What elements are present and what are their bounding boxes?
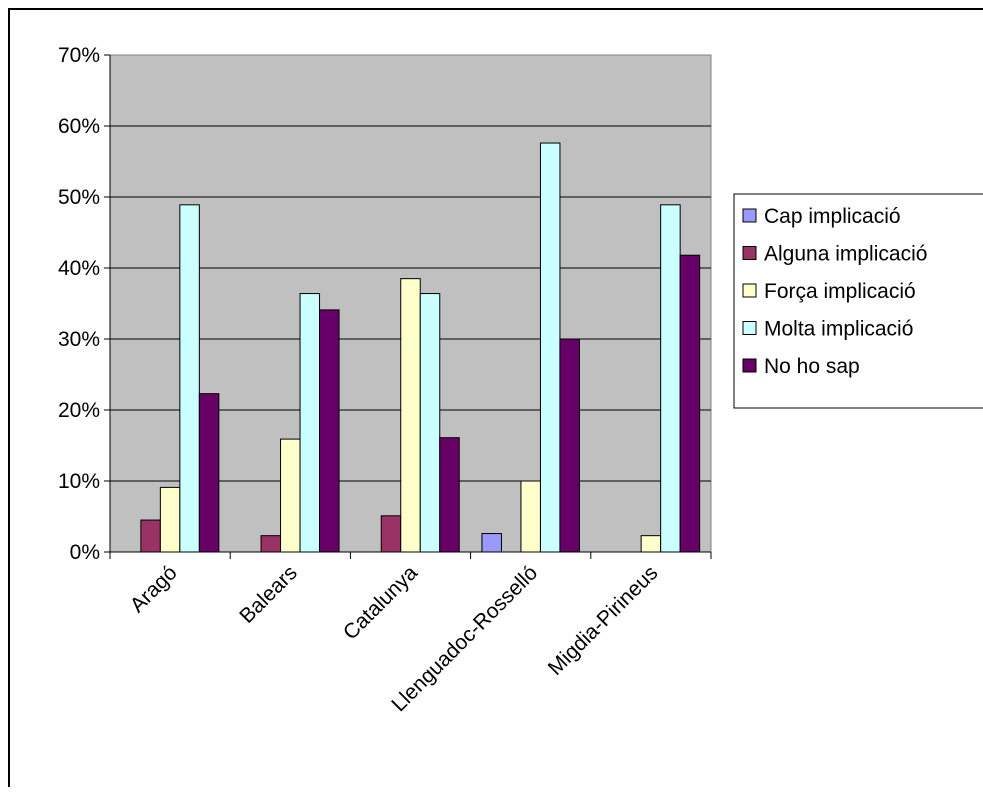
- bar: [559, 338, 580, 553]
- legend-swatch: [742, 208, 757, 223]
- bar: [280, 438, 301, 553]
- bar: [520, 480, 541, 553]
- bar: [539, 142, 561, 553]
- bar: [380, 515, 402, 553]
- y-tick-label: 40%: [58, 257, 100, 280]
- bar: [400, 278, 421, 553]
- x-tick-label: Catalunya: [339, 561, 422, 644]
- bar: [640, 535, 662, 553]
- x-tick-label: Balears: [235, 561, 302, 628]
- bar: [660, 204, 681, 553]
- legend-swatch: [742, 246, 757, 260]
- legend: Cap implicació Alguna implicació Força imp…: [733, 193, 983, 409]
- chart-border: [8, 8, 983, 787]
- y-tick-label: 60%: [58, 115, 100, 138]
- x-tick-label: Aragó: [126, 561, 182, 617]
- legend-label: Alguna implicació: [764, 243, 927, 266]
- bar: [419, 293, 441, 553]
- bar: [481, 533, 502, 553]
- y-tick-label: 10%: [58, 470, 100, 493]
- x-tick-label: Migdia-Pirineus: [544, 561, 663, 680]
- y-tick-label: 20%: [58, 399, 100, 422]
- bar: [260, 535, 282, 553]
- bar: [299, 293, 321, 553]
- y-tick-label: 0%: [70, 541, 100, 564]
- bar: [140, 519, 161, 553]
- y-axis: 0% 10% 20% 30% 40% 50% 60% 70%: [58, 44, 111, 564]
- legend-label: Molta implicació: [764, 318, 913, 341]
- x-axis: Aragó Balears CatalunyaLlenguadoc-Rosselló…: [109, 551, 712, 716]
- legend-swatch: [742, 283, 757, 298]
- y-tick-label: 70%: [58, 44, 100, 67]
- bar: [679, 254, 701, 553]
- legend-swatch: [742, 321, 757, 335]
- legend-label: Cap implicació: [764, 205, 901, 228]
- y-tick-label: 50%: [58, 186, 100, 209]
- bars: [140, 142, 701, 553]
- bar: [198, 393, 220, 553]
- bar: [319, 309, 340, 553]
- bar: [159, 486, 181, 553]
- bar: [179, 204, 200, 553]
- bar: [439, 437, 460, 553]
- legend-box: [733, 193, 983, 409]
- y-tick-label: 30%: [58, 328, 100, 351]
- legend-label: Força implicació: [764, 280, 916, 303]
- legend-swatch: [742, 358, 757, 373]
- legend-label: No ho sap: [764, 355, 860, 378]
